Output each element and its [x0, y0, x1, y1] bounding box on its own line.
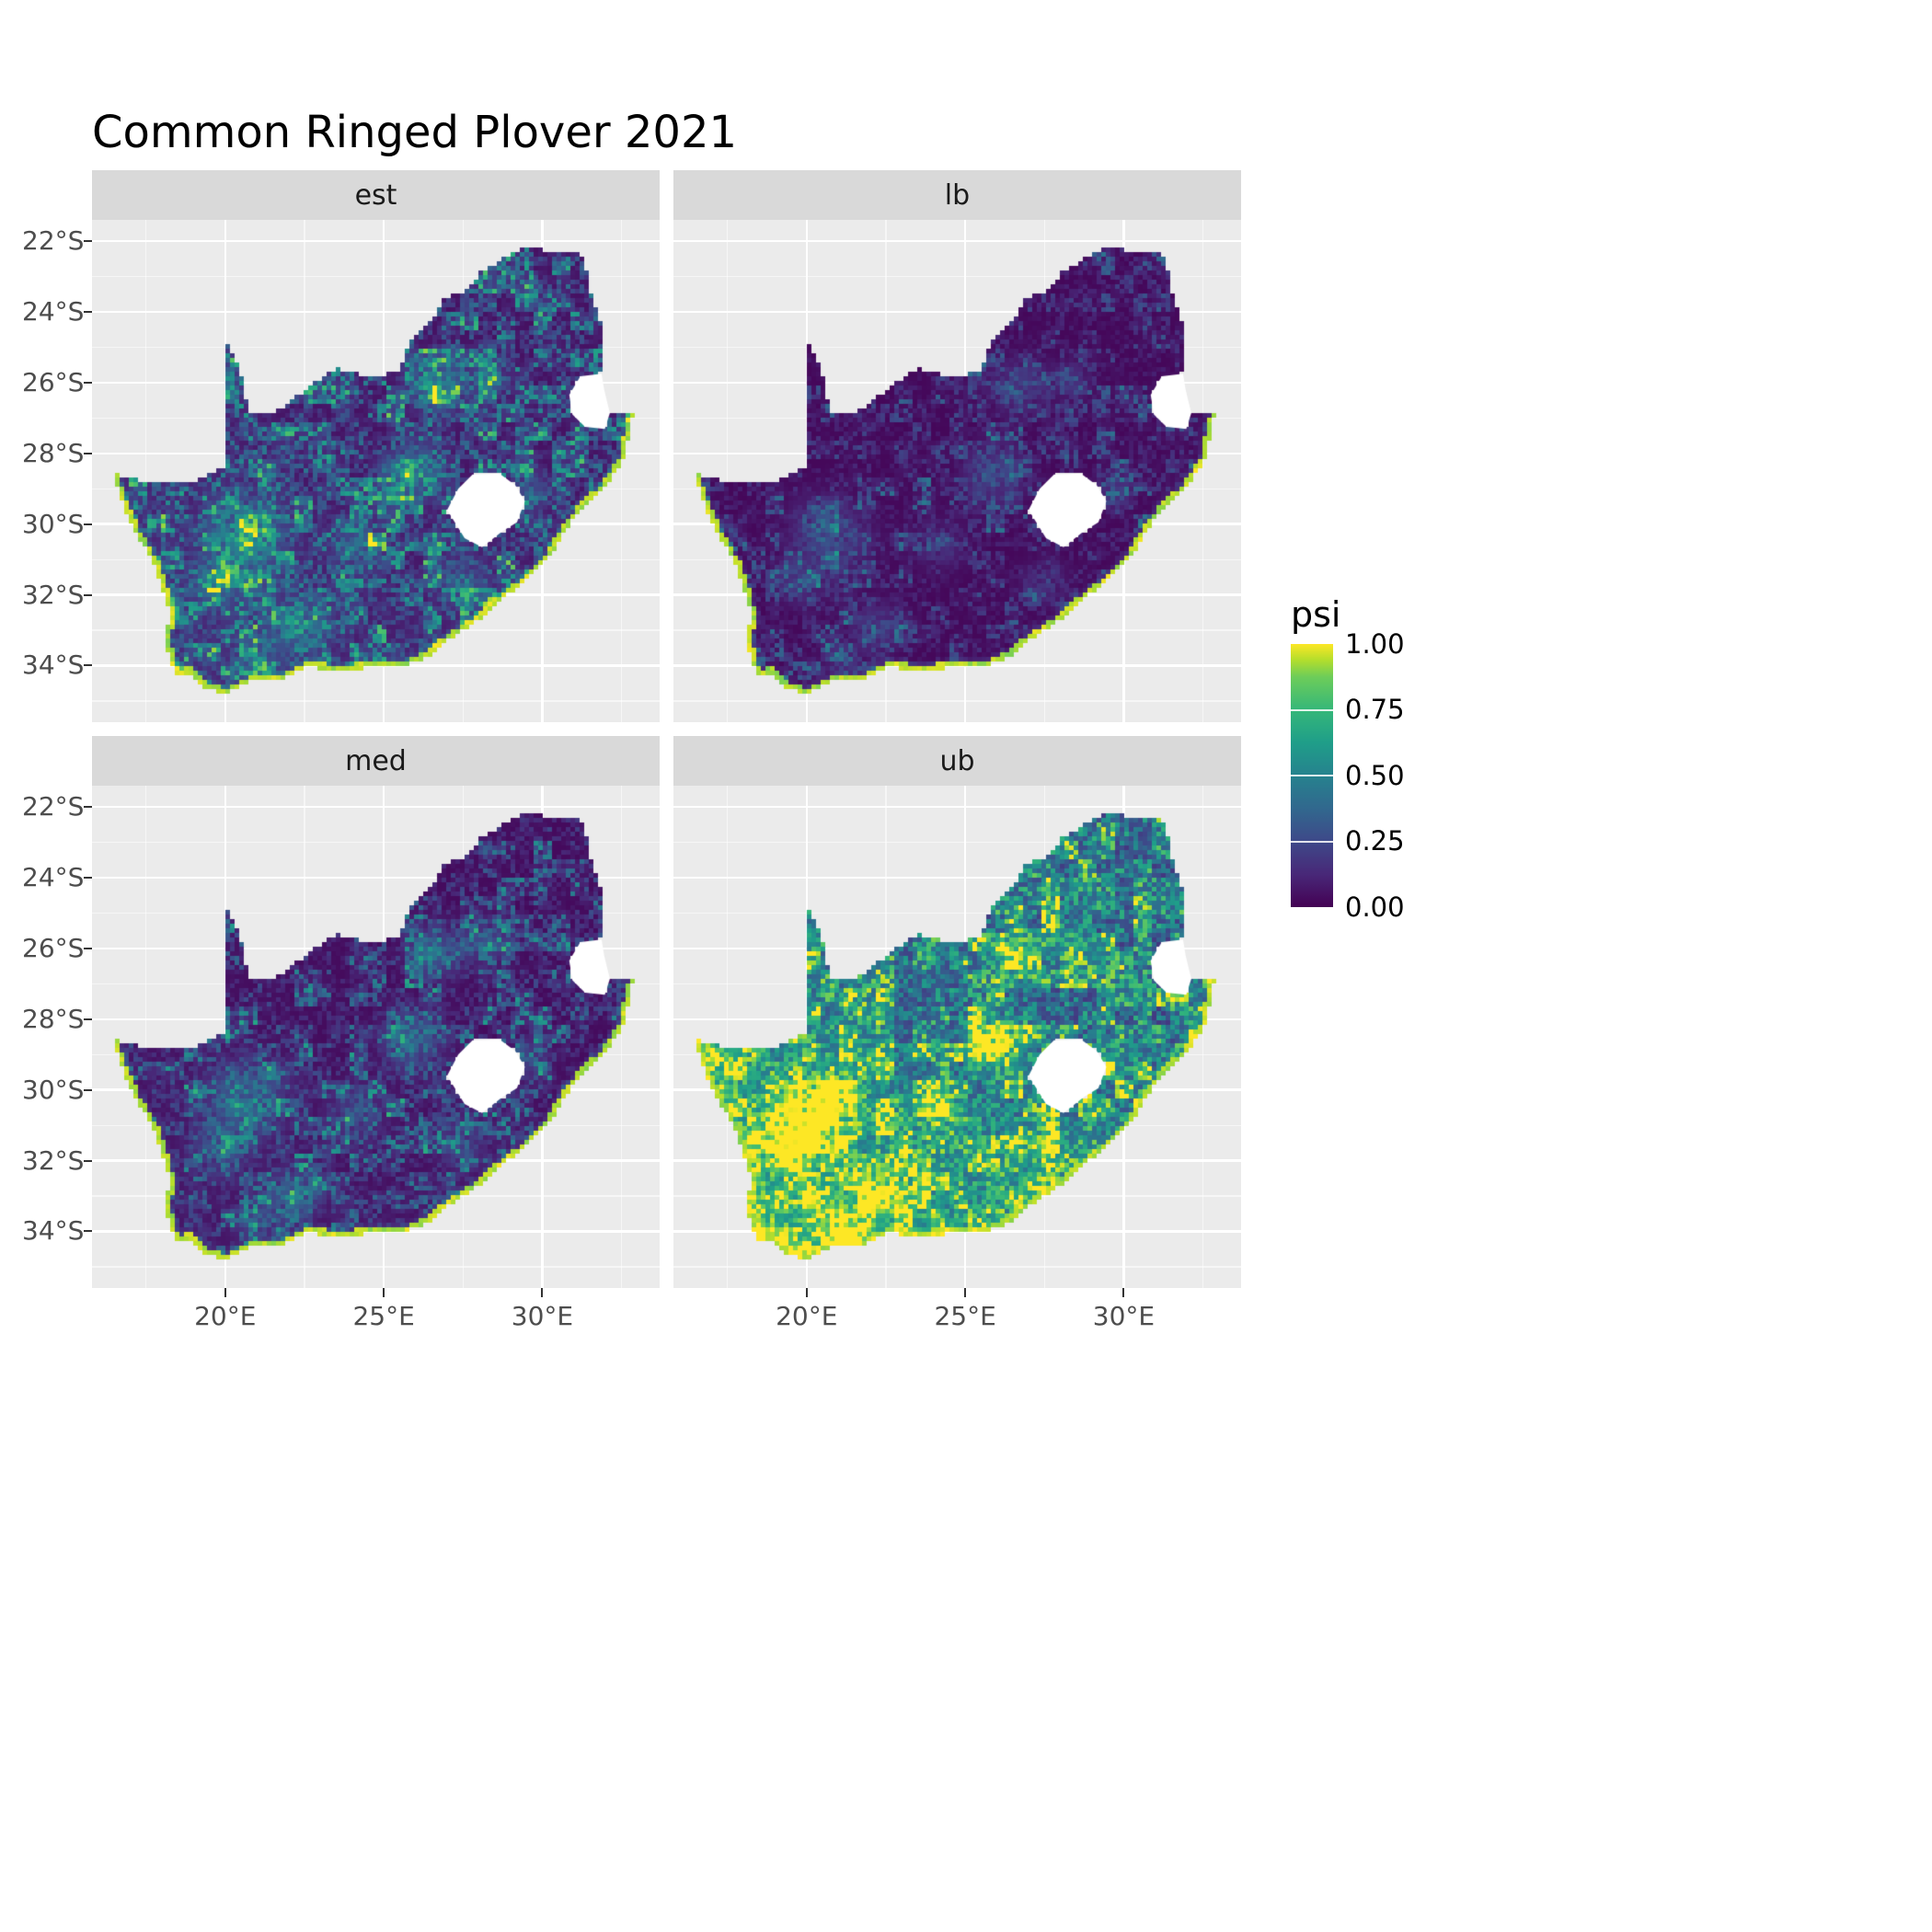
y-tick-mark [84, 664, 92, 667]
x-tick-mark [383, 1288, 385, 1297]
map-raster-ub [673, 786, 1241, 1288]
legend-tick-label: 0.25 [1345, 825, 1405, 857]
y-tick-mark [84, 240, 92, 243]
plot-title: Common Ringed Plover 2021 [92, 107, 738, 158]
y-tick-mark [84, 593, 92, 596]
y-tick-mark [84, 523, 92, 525]
y-tick-mark [84, 1088, 92, 1091]
legend-title: psi [1291, 594, 1341, 635]
facet-strip-lb: lb [673, 170, 1241, 220]
map-raster-est [92, 220, 660, 722]
legend-tick-mark [1291, 775, 1333, 776]
x-tick-label: 25°E [934, 1301, 996, 1331]
facet-strip-ub: ub [673, 736, 1241, 786]
y-tick-mark [84, 876, 92, 879]
legend-tick-label: 1.00 [1345, 628, 1405, 660]
x-tick-label: 30°E [511, 1301, 574, 1331]
y-tick-label: 30°S [22, 1074, 85, 1105]
y-tick-label: 22°S [22, 791, 85, 822]
y-tick-label: 26°S [22, 366, 85, 397]
legend-tick-label: 0.75 [1345, 694, 1405, 725]
y-tick-label: 32°S [22, 1144, 85, 1176]
map-panel-ub [673, 786, 1241, 1288]
y-tick-mark [84, 310, 92, 313]
map-raster-lb [673, 220, 1241, 722]
legend-tick-label: 0.50 [1345, 760, 1405, 791]
y-tick-mark [84, 452, 92, 454]
legend-tick-mark [1291, 840, 1333, 843]
map-raster-med [92, 786, 660, 1288]
map-panel-med [92, 786, 660, 1288]
x-tick-label: 20°E [194, 1301, 257, 1331]
facet-strip-med: med [92, 736, 660, 786]
y-tick-mark [84, 1230, 92, 1233]
facet-strip-est: est [92, 170, 660, 220]
map-panel-lb [673, 220, 1241, 722]
y-tick-label: 32°S [22, 579, 85, 610]
x-tick-mark [964, 1288, 967, 1297]
y-tick-label: 24°S [22, 295, 85, 327]
y-tick-mark [84, 1018, 92, 1020]
y-tick-label: 34°S [22, 1215, 85, 1247]
x-tick-label: 20°E [776, 1301, 838, 1331]
y-tick-label: 34°S [22, 650, 85, 681]
y-tick-label: 30°S [22, 508, 85, 539]
y-tick-label: 24°S [22, 861, 85, 892]
map-panel-est [92, 220, 660, 722]
x-tick-mark [1122, 1288, 1125, 1297]
x-tick-label: 25°E [352, 1301, 415, 1331]
x-tick-mark [541, 1288, 544, 1297]
y-tick-label: 28°S [22, 1003, 85, 1034]
y-tick-mark [84, 381, 92, 384]
y-tick-label: 26°S [22, 932, 85, 963]
legend-tick-label: 0.00 [1345, 891, 1405, 923]
x-tick-label: 30°E [1092, 1301, 1156, 1331]
x-tick-mark [805, 1288, 808, 1297]
legend-tick-mark [1291, 708, 1333, 711]
y-tick-label: 28°S [22, 437, 85, 468]
y-tick-label: 22°S [22, 225, 85, 257]
y-tick-mark [84, 806, 92, 809]
y-tick-mark [84, 1159, 92, 1162]
x-tick-mark [224, 1288, 226, 1297]
y-tick-mark [84, 947, 92, 949]
